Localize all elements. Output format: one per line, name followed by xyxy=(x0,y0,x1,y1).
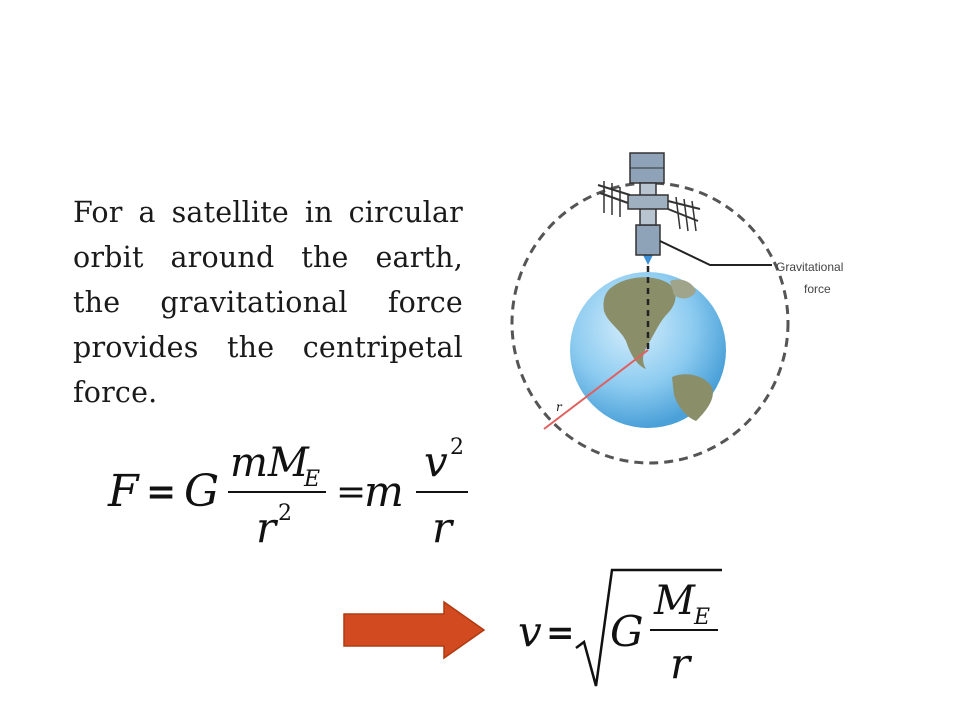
eq1-numerator1-sub: E xyxy=(303,467,320,492)
eq1-G: G xyxy=(184,466,219,517)
gravitational-label: Gravitational xyxy=(776,260,843,274)
eq1-equals: = xyxy=(146,471,176,513)
greenland-shape xyxy=(670,279,696,299)
eq2-numerator-sub: E xyxy=(693,605,710,630)
eq1-numerator1: mM xyxy=(230,440,310,486)
force-equation: F = G mM E r 2 = m v 2 r xyxy=(107,435,468,552)
radius-label: r xyxy=(556,400,563,414)
eq1-denominator2: r xyxy=(432,503,455,552)
eq1-numerator2: v xyxy=(424,437,448,486)
eq1-denominator1-sup: 2 xyxy=(278,501,292,526)
eq2-denominator: r xyxy=(670,639,693,688)
result-arrow-icon xyxy=(343,600,486,660)
eq2-G: G xyxy=(610,607,644,656)
north-america-shape xyxy=(603,277,676,369)
eq2-sqrt-sign xyxy=(575,568,722,687)
orbit-path xyxy=(510,181,790,465)
eq2-numerator: M xyxy=(653,578,696,624)
satellite-orbit-diagram: r Gravitational force xyxy=(510,152,843,465)
satellite xyxy=(597,152,701,256)
force-label: force xyxy=(804,282,831,296)
description-text: For a satellite in circular orbit around… xyxy=(73,196,463,409)
eq1-F: F xyxy=(107,466,140,517)
eq1-m: m xyxy=(364,467,404,516)
velocity-equation: v = G M E r xyxy=(518,568,722,688)
eq2-v: v xyxy=(518,607,542,656)
south-america-shape xyxy=(672,374,713,421)
eq1-numerator2-sup: 2 xyxy=(450,435,464,460)
eq1-denominator1: r xyxy=(256,503,279,552)
eq2-equals: = xyxy=(546,613,575,653)
eq1-equals2: = xyxy=(336,472,366,513)
label-leader-line xyxy=(659,240,772,266)
radius-line xyxy=(543,349,649,430)
